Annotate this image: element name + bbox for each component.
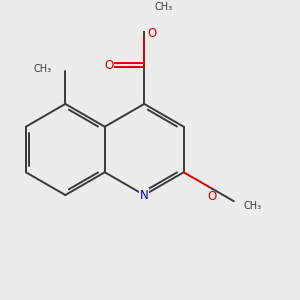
Text: O: O: [104, 59, 114, 72]
Text: CH₃: CH₃: [244, 201, 262, 211]
Text: O: O: [208, 190, 217, 203]
Text: O: O: [148, 27, 157, 40]
Text: CH₃: CH₃: [154, 2, 172, 12]
Text: CH₃: CH₃: [34, 64, 52, 74]
Text: N: N: [140, 188, 148, 202]
